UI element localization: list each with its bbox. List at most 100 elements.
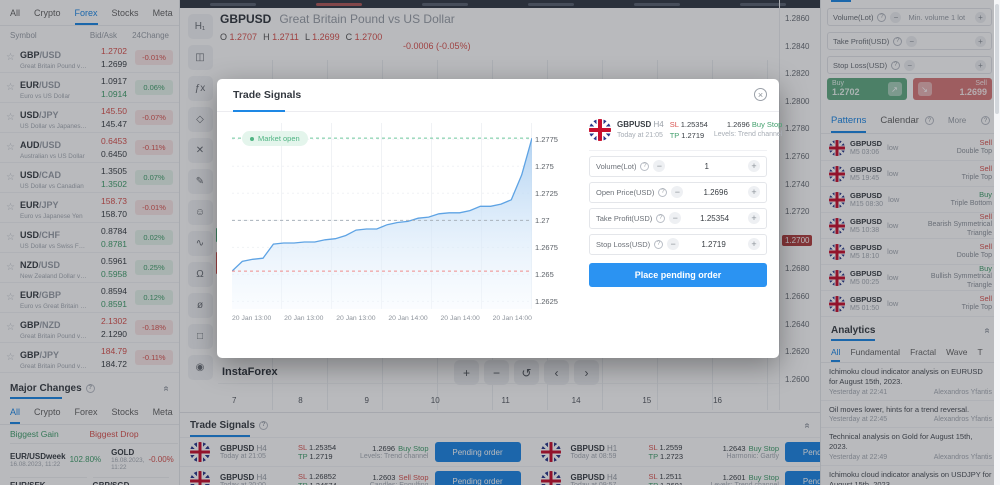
indicators-fx-icon[interactable]: ƒx — [187, 76, 213, 101]
pattern-row[interactable]: GBPUSD M5 01:50 low Sell Triple Top — [821, 291, 1000, 317]
close-icon[interactable]: × — [754, 88, 767, 101]
drop-symbol-partial[interactable]: GBP/SGD — [92, 477, 169, 485]
increment-button[interactable]: + — [748, 186, 760, 198]
pattern-row[interactable]: GBPUSD M15 08:30 low Buy Triple Bottom — [821, 187, 1000, 213]
watchlist-row[interactable]: ☆ EUR/USD Euro vs US Dollar 1.0917 1.091… — [0, 73, 179, 103]
pattern-row[interactable]: GBPUSD M5 19:45 low Sell Triple Top — [821, 161, 1000, 187]
help-icon[interactable]: ? — [981, 116, 990, 125]
favorite-star-icon[interactable]: ☆ — [6, 232, 15, 243]
zoom-in-button[interactable]: + — [454, 360, 479, 385]
analytics-item[interactable]: Technical analysis on Gold for August 15… — [821, 428, 1000, 466]
favorite-star-icon[interactable]: ☆ — [6, 322, 15, 333]
scrollbar-thumb[interactable] — [995, 4, 999, 114]
favorite-star-icon[interactable]: ☆ — [6, 52, 15, 63]
favorite-star-icon[interactable]: ☆ — [6, 172, 15, 183]
increment-button[interactable]: + — [748, 238, 760, 250]
place-pending-order-button[interactable]: Place pending order — [589, 262, 767, 287]
analytics-item[interactable]: Oil moves lower, hints for a trend rever… — [821, 401, 1000, 429]
major-changes-tab[interactable]: Forex — [74, 406, 98, 417]
favorite-star-icon[interactable]: ☆ — [6, 202, 15, 213]
buy-button[interactable]: Buy 1.2702 ↗ — [827, 78, 907, 100]
decrement-button[interactable]: − — [904, 59, 916, 71]
analytics-tab[interactable]: Wave — [946, 346, 968, 357]
gain-symbol-partial[interactable]: EUR/SEK — [10, 477, 87, 485]
watchlist-row[interactable]: ☆ USD/JPY US Dollar vs Japanese Yen 145.… — [0, 103, 179, 133]
increment-button[interactable]: + — [975, 11, 986, 23]
analytics-item[interactable]: Ichimoku cloud indicator analysis on EUR… — [821, 363, 1000, 401]
favorite-star-icon[interactable]: ☆ — [6, 112, 15, 123]
pan-left-button[interactable]: ‹ — [544, 360, 569, 385]
watchlist-tab[interactable]: Forex — [74, 0, 98, 25]
candle-style-icon[interactable]: ◫ — [187, 45, 213, 70]
increment-button[interactable]: + — [748, 160, 760, 172]
field-value[interactable]: Min. volume 1 lot — [908, 12, 966, 22]
shapes-icon[interactable]: ◇ — [187, 107, 213, 132]
emoji-icon[interactable]: ☺ — [187, 200, 213, 225]
info-icon[interactable]: ? — [640, 161, 650, 171]
watchlist-tab[interactable]: All — [10, 7, 21, 18]
analytics-tab[interactable]: T — [977, 346, 983, 357]
watchlist-row[interactable]: ☆ GBP/JPY Great Britain Pound vs Japa...… — [0, 343, 179, 373]
watchlist-row[interactable]: ☆ USD/CHF US Dollar vs Swiss Franc 0.878… — [0, 223, 179, 253]
decrement-button[interactable]: − — [653, 160, 666, 172]
analytics-item[interactable]: Ichimoku cloud indicator analysis on USD… — [821, 466, 1000, 485]
tab-patterns[interactable]: Patterns — [831, 108, 867, 133]
info-icon[interactable]: ? — [891, 60, 901, 70]
watchlist-row[interactable]: ☆ USD/CAD US Dollar vs Canadian 1.3505 1… — [0, 163, 179, 193]
info-icon[interactable]: ? — [85, 383, 95, 393]
watchlist-tab[interactable]: Meta — [152, 7, 173, 18]
analytics-tab[interactable]: Fundamental — [850, 346, 901, 357]
favorite-star-icon[interactable]: ☆ — [6, 142, 15, 153]
info-icon[interactable]: ? — [893, 36, 903, 46]
watchlist-row[interactable]: ☆ EUR/JPY Euro vs Japanese Yen 158.73 15… — [0, 193, 179, 223]
watchlist-row[interactable]: ☆ GBP/USD Great Britain Pound vs US D...… — [0, 43, 179, 73]
pending-order-button[interactable]: Pending order — [434, 442, 521, 462]
major-changes-tab[interactable]: All — [10, 399, 21, 424]
snapshot-icon[interactable]: ◉ — [187, 355, 213, 380]
sell-button[interactable]: ↘ Sell 1.2699 — [912, 78, 992, 100]
scrollbar[interactable] — [994, 0, 1000, 485]
pattern-row[interactable]: GBPUSD M5 00:25 low Buy Bullish Symmetri… — [821, 264, 1000, 291]
pending-order-button[interactable]: Pending order — [434, 471, 521, 485]
decrement-button[interactable]: − — [667, 238, 680, 250]
brush-icon[interactable]: ✎ — [187, 169, 213, 194]
hide-drawings-icon[interactable]: ø — [187, 293, 213, 318]
pattern-row[interactable]: GBPUSD M5 10:38 low Sell Bearish Symmetr… — [821, 212, 1000, 239]
info-icon[interactable]: ? — [924, 116, 934, 125]
zoom-out-button[interactable]: − — [484, 360, 509, 385]
major-changes-tab[interactable]: Stocks — [111, 406, 139, 417]
info-icon[interactable]: ? — [259, 420, 269, 430]
decrement-button[interactable]: − — [669, 212, 682, 224]
pending-order-button[interactable]: Pending order — [785, 442, 820, 462]
watchlist-row[interactable]: ☆ AUD/USD Australian vs US Dollar 0.6453… — [0, 133, 179, 163]
info-icon[interactable]: ? — [656, 213, 666, 223]
watchlist-row[interactable]: ☆ NZD/USD New Zealand Dollar vs US Do...… — [0, 253, 179, 283]
time-axis[interactable]: 7 8 9 10 11 14 15 16 — [232, 396, 722, 405]
pattern-row[interactable]: GBPUSD M5 03:06 low Sell Double Top — [821, 135, 1000, 161]
major-changes-tab[interactable]: Crypto — [34, 406, 61, 417]
timeframe-icon[interactable]: H₁ — [187, 14, 213, 39]
analytics-tab[interactable]: All — [831, 341, 841, 362]
biggest-drop-row[interactable]: GOLD 16.08.2023, 11:22 -0.00% — [105, 443, 178, 475]
tab-more[interactable]: More — [947, 116, 967, 125]
favorite-star-icon[interactable]: ☆ — [6, 82, 15, 93]
increment-button[interactable]: + — [975, 59, 986, 71]
field-value[interactable]: 1 — [704, 161, 709, 171]
pan-right-button[interactable]: › — [574, 360, 599, 385]
info-icon[interactable]: ? — [654, 239, 664, 249]
trendline-icon[interactable]: ✕ — [187, 138, 213, 163]
tab-calendar[interactable]: Calendar — [880, 115, 919, 126]
info-icon[interactable]: ? — [658, 187, 668, 197]
watchlist-tab[interactable]: Stocks — [111, 7, 139, 18]
decrement-button[interactable]: − — [890, 11, 902, 23]
pattern-row[interactable]: GBPUSD M5 18:10 low Sell Double Top — [821, 239, 1000, 265]
watchlist-tab[interactable]: Crypto — [34, 7, 61, 18]
increment-button[interactable]: + — [748, 212, 760, 224]
magnet-icon[interactable]: Ω — [187, 262, 213, 287]
analytics-tab[interactable]: Fractal — [910, 346, 937, 357]
major-changes-tab[interactable]: Meta — [152, 406, 173, 417]
info-icon[interactable]: ? — [877, 12, 887, 22]
watchlist-row[interactable]: ☆ GBP/NZD Great Britain Pound vs New ...… — [0, 313, 179, 343]
field-value[interactable]: 1.2696 — [703, 187, 728, 197]
decrement-button[interactable]: − — [671, 186, 684, 198]
